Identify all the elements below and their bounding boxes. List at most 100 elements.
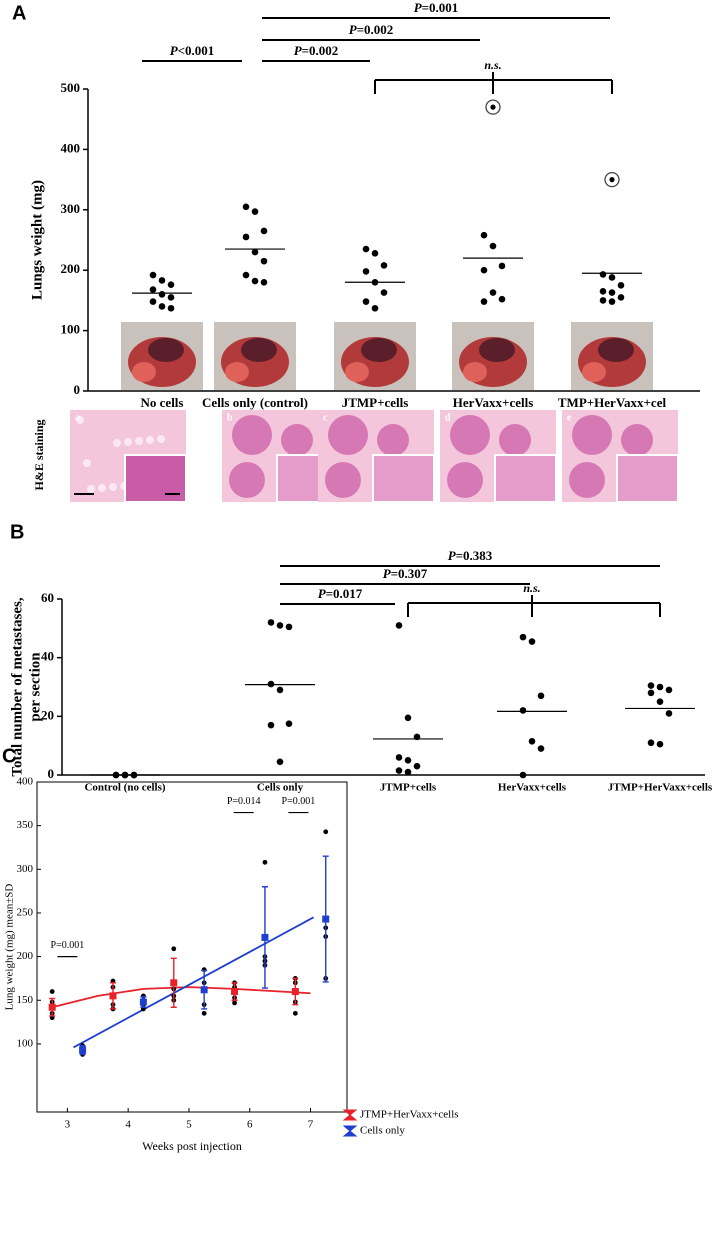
tumor (621, 424, 653, 456)
legend-swatch (342, 1125, 358, 1137)
tumor (328, 415, 368, 455)
y-tick-label: 500 (61, 80, 81, 95)
data-point (285, 623, 293, 631)
data-point (371, 304, 379, 312)
data-point (665, 710, 673, 717)
p-value: P=0.002 (349, 22, 394, 37)
data-point (260, 257, 268, 265)
data-point (260, 227, 268, 235)
y-tick-label: 60 (41, 590, 54, 605)
x-tick-label: JTMP+cells (380, 782, 437, 794)
data-point (528, 638, 536, 645)
fit-line (73, 916, 314, 1049)
data-point (201, 1010, 207, 1016)
annotation: P=0.014 (227, 796, 261, 807)
data-point (599, 297, 607, 304)
y-tick-label: 350 (17, 819, 34, 831)
data-point (519, 771, 527, 779)
data-point (537, 692, 545, 700)
y-tick-label: 400 (17, 776, 34, 788)
outlier-ring (604, 171, 620, 188)
p-value: P=0.001 (414, 0, 459, 15)
mean-marker (231, 988, 239, 996)
y-axis-label: Lung weight (mg) mean±SD (4, 884, 16, 1011)
data-point (260, 278, 268, 286)
he-image: a (70, 410, 187, 503)
data-point (49, 989, 55, 994)
he-image: e (562, 410, 679, 503)
data-point (498, 262, 506, 270)
data-point (608, 298, 616, 305)
data-point (519, 707, 527, 714)
data-point (380, 262, 388, 269)
data-point (232, 1000, 237, 1006)
data-point (242, 271, 250, 279)
data-point (167, 281, 175, 288)
data-point (262, 859, 268, 865)
x-tick-label: 5 (186, 1119, 192, 1131)
data-point (519, 633, 527, 641)
panel-label: C (2, 745, 16, 767)
x-tick-label: No cells (141, 395, 184, 410)
legend-swatch (342, 1109, 358, 1121)
data-point (276, 686, 284, 694)
p-value: P=0.383 (448, 548, 493, 563)
data-point (276, 622, 284, 629)
data-point (251, 248, 259, 256)
lung-photo (214, 322, 296, 390)
alveolus (87, 485, 95, 493)
data-point (242, 203, 250, 211)
y-axis-label: Total number of metastases, (9, 597, 25, 776)
data-point (599, 271, 607, 278)
data-point (395, 767, 403, 774)
p-value: P=0.017 (318, 586, 363, 601)
data-point (149, 271, 157, 279)
data-point (395, 622, 403, 629)
mean-marker (109, 992, 117, 1000)
mean-marker (139, 998, 147, 1006)
alveolus (76, 416, 84, 424)
p-value: n.s. (484, 58, 501, 72)
mean-marker (48, 1003, 56, 1011)
alveolus (135, 437, 143, 445)
data-point (647, 689, 655, 697)
data-point (480, 298, 488, 305)
x-tick-label: 7 (308, 1119, 314, 1131)
data-point (158, 303, 166, 310)
organ (479, 338, 515, 362)
inset (494, 454, 557, 503)
image-letter: a (75, 412, 80, 423)
data-point (647, 682, 655, 689)
side-label: H&E staining (32, 419, 46, 490)
data-point (149, 286, 157, 293)
organ (361, 338, 397, 362)
mean-marker (261, 933, 269, 941)
tumor (450, 415, 490, 455)
lobe (582, 362, 606, 382)
y-tick-label: 0 (74, 382, 81, 397)
tumor (377, 424, 409, 456)
data-point (665, 686, 673, 694)
data-point (608, 289, 616, 296)
data-point (323, 829, 329, 835)
mean-marker (200, 986, 208, 994)
data-point (242, 233, 250, 241)
lobe (463, 362, 487, 382)
p-value: P<0.001 (170, 43, 215, 58)
tumor (572, 415, 612, 455)
mean-marker (79, 1046, 87, 1054)
data-point (489, 242, 497, 250)
y-tick-label: 400 (61, 140, 81, 155)
data-point (267, 721, 275, 729)
y-axis-label: per section (27, 652, 43, 722)
data-point (285, 720, 293, 727)
data-point (647, 739, 655, 747)
data-point (158, 291, 166, 298)
he-image: d (440, 410, 557, 503)
data-point (362, 245, 370, 253)
alveolus (146, 436, 154, 444)
data-point (371, 249, 379, 257)
data-point (362, 298, 370, 305)
data-point (489, 289, 497, 296)
data-point (404, 714, 412, 722)
